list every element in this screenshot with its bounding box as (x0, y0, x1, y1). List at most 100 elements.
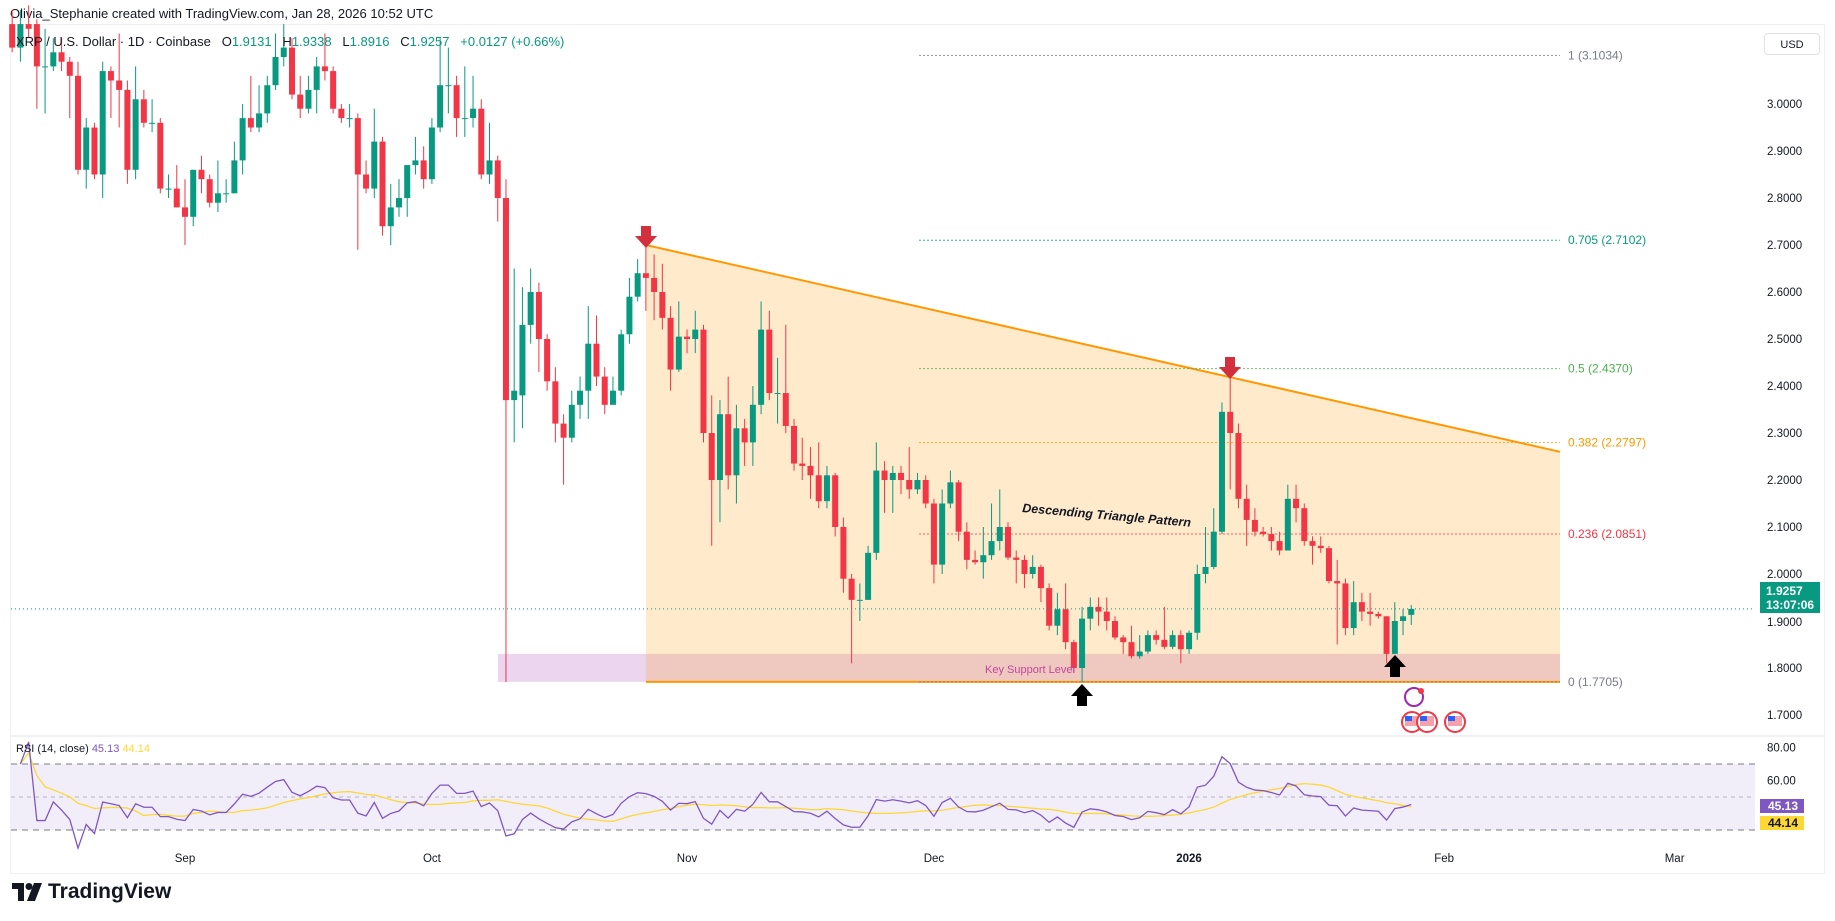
candle (313, 57, 320, 114)
candle-body (601, 376, 608, 405)
candle (346, 104, 353, 128)
candle-body (939, 503, 946, 565)
candle-body (1079, 618, 1086, 668)
flag-canton (1420, 716, 1427, 721)
candle (577, 376, 584, 419)
candle (1317, 536, 1324, 553)
candle-body (1194, 574, 1201, 633)
candle-body (996, 527, 1003, 542)
candle (66, 57, 73, 119)
price-axis-label: 1.7000 (1767, 710, 1802, 722)
candle-body (1177, 635, 1184, 650)
candle-body (577, 390, 584, 405)
candle-body (1251, 519, 1258, 532)
candle (741, 418, 748, 466)
candle (321, 33, 328, 81)
currency-button[interactable]: USD (1764, 33, 1820, 55)
candle-body (157, 122, 164, 189)
candle (1375, 611, 1382, 619)
tradingview-logo[interactable]: TradingView (12, 880, 171, 904)
candle-body (338, 108, 345, 119)
candle (1054, 592, 1061, 636)
candle (1276, 531, 1283, 556)
candle-body (1350, 602, 1357, 629)
candle-body (741, 428, 748, 443)
candle (404, 165, 411, 217)
candle-body (75, 75, 82, 170)
candle (206, 174, 213, 208)
time-axis-label: 2026 (1176, 853, 1202, 865)
symbol-title[interactable]: XRP / U.S. Dollar · 1D · Coinbase (16, 34, 211, 49)
candle-body (486, 160, 493, 175)
candle (502, 179, 509, 683)
candle-body (832, 475, 839, 527)
change-value: +0.0127 (+0.66%) (460, 34, 565, 49)
candle (1095, 597, 1102, 626)
candle (856, 583, 863, 621)
candle-body (823, 475, 830, 502)
candle-body (1029, 566, 1036, 574)
candle (1202, 527, 1209, 584)
candle-body (214, 193, 221, 203)
rsi-title[interactable]: RSI (14, close) (16, 743, 89, 755)
candle-body (1186, 632, 1193, 650)
candle-body (461, 118, 468, 120)
candle (9, 10, 16, 53)
candle (815, 442, 822, 509)
ai-flash-icon (1404, 687, 1424, 707)
candle (659, 263, 666, 330)
candle (1194, 564, 1201, 640)
candle-body (749, 404, 756, 443)
time-axis-label: Dec (924, 853, 945, 865)
candle (1169, 630, 1176, 650)
candle (716, 400, 723, 523)
candle-body (963, 531, 970, 560)
candle (1062, 583, 1069, 650)
candle-body (906, 480, 913, 490)
candle (1120, 635, 1127, 654)
candle (848, 574, 855, 664)
chart-frame (10, 24, 1825, 874)
candle-body (1153, 635, 1160, 640)
candle (1013, 550, 1020, 584)
price-axis-label: 2.1000 (1767, 522, 1802, 534)
candle-body (478, 108, 485, 175)
candle-body (1391, 621, 1398, 654)
candle (692, 310, 699, 354)
candle (140, 89, 147, 128)
candle-body (840, 527, 847, 579)
candle-body (766, 329, 773, 394)
red-down-arrow-icon (1219, 357, 1241, 379)
candle-body (428, 127, 435, 180)
candle-body (1301, 508, 1308, 542)
candle (288, 38, 295, 100)
candle-body (330, 71, 337, 109)
candle-body (33, 24, 40, 67)
last-price: 1.9257 (1766, 584, 1803, 598)
flag-canton (1448, 716, 1455, 721)
candle (272, 33, 279, 90)
candle-body (379, 141, 386, 227)
us-flag-event-icon (1401, 711, 1423, 733)
candle (198, 155, 205, 194)
candle-body (1161, 639, 1168, 647)
candle-body (256, 113, 263, 128)
candle (264, 75, 271, 123)
candle (83, 118, 90, 189)
candle (560, 414, 567, 485)
support-zone (497, 653, 1561, 682)
rsi-line (19, 741, 1412, 851)
candle-body (223, 193, 230, 195)
candle (914, 472, 921, 495)
candle-body (354, 118, 361, 175)
candle-body (552, 381, 559, 424)
candle (898, 465, 905, 495)
candle-body (288, 47, 295, 95)
candle (807, 447, 814, 499)
candle (1128, 625, 1135, 659)
fib-level-label: 0.705 (2.7102) (1568, 233, 1646, 247)
candle-body (758, 329, 765, 405)
candle (988, 503, 995, 560)
candle-body (470, 108, 477, 119)
